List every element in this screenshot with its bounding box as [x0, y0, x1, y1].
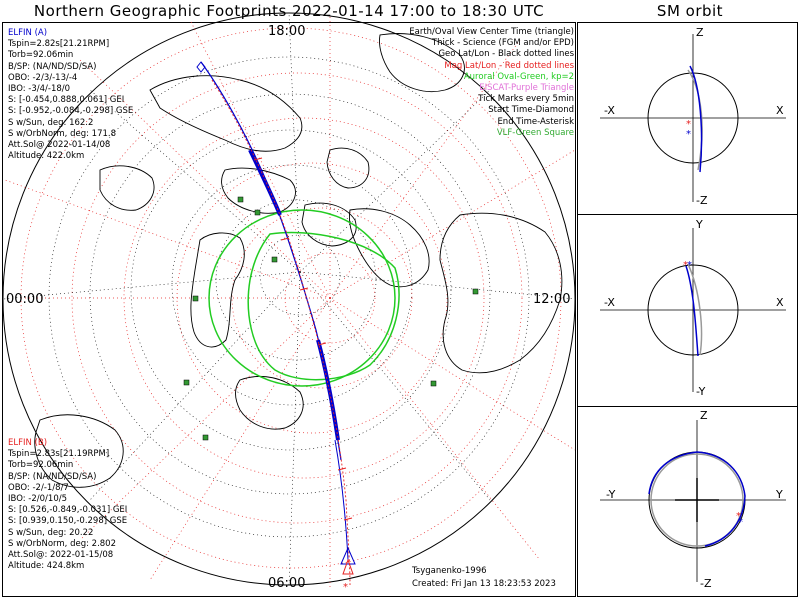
end-time-asterisk: *: [343, 582, 348, 593]
sm-panel-2: * *: [600, 228, 786, 392]
sm1-right-label: X: [776, 104, 784, 117]
svg-text:*: *: [687, 260, 692, 271]
geo-latitude-grid: [48, 56, 530, 538]
sm2-bottom-label: -Y: [696, 385, 706, 398]
model-credit: Tsyganenko-1996: [412, 566, 487, 576]
track-tick-marks: [253, 157, 353, 521]
sm-panel-1: * *: [600, 34, 786, 202]
sm-orbit-a-2: [685, 265, 699, 357]
mlt-label-top: 18:00: [268, 24, 306, 39]
plot-title: Northern Geographic Footprints 2022-01-1…: [33, 2, 545, 20]
polar-map: *: [2, 12, 576, 593]
legend-item: Start Time-Diamond: [488, 105, 574, 116]
svg-text:*: *: [738, 517, 743, 528]
sm-panel-3-frame: [577, 406, 798, 597]
vlf-stations: [183, 196, 479, 441]
sm3-right-label: Y: [776, 488, 783, 501]
mlt-label-left: 00:00: [6, 292, 44, 307]
sm1-top-label: Z: [696, 26, 704, 39]
auroral-oval-outer: [208, 209, 396, 387]
legend-item: Tick Marks every 5min: [478, 94, 574, 105]
svg-text:*: *: [683, 260, 688, 271]
elfin-a-track: [200, 61, 342, 461]
mlt-label-bottom: 06:00: [268, 576, 306, 591]
mag-latitude-grid: [20, 27, 562, 569]
mlt-label-right: 12:00: [533, 292, 571, 307]
sm3-top-label: Z: [700, 409, 708, 422]
legend-item: Mag Lat/Lon - Red dotted lines: [444, 60, 574, 71]
legend-item: EISCAT-Purple Triangle: [479, 83, 574, 94]
coastlines: [34, 33, 563, 488]
elfin-b-name: ELFIN (B): [8, 438, 48, 448]
sm-orbit-a-1: [689, 65, 703, 173]
sm-orbit-b-2: [687, 263, 703, 356]
sm2-left-label: -X: [604, 296, 615, 309]
elfin-a-science-segment: [248, 149, 340, 441]
elfin-b-info: ELFIN (B) Tspin=2.83s[21.19RPM] Torb=92.…: [8, 438, 128, 572]
sm-panel-2-frame: [577, 214, 798, 407]
elfin-a-info: ELFIN (A) Tspin=2.82s[21.21RPM] Torb=92.…: [8, 28, 134, 162]
sm-orbit-title: SM orbit: [656, 2, 724, 20]
mag-longitude-grid: [4, 14, 576, 590]
elfin-a-name: ELFIN (A): [8, 28, 48, 38]
sm2-right-label: X: [776, 296, 784, 309]
sm1-left-label: -X: [604, 104, 615, 117]
view-center-triangle: [340, 546, 356, 565]
elfin-b-track: [211, 79, 351, 586]
sm1-bottom-label: -Z: [696, 194, 708, 207]
legend-item: Geo Lat/Lon - Black dotted lines: [438, 49, 574, 60]
start-time-diamond: [196, 61, 206, 73]
main-map-frame: [2, 22, 576, 597]
legend-item: Thick - Science (FGM and/or EPD): [431, 38, 574, 49]
sm-orbit-a-3: [648, 451, 746, 547]
sm-panel-3: * *: [600, 420, 786, 582]
sm2-top-label: Y: [696, 218, 703, 231]
svg-text:*: *: [736, 511, 741, 522]
sm3-left-label: -Y: [606, 488, 616, 501]
legend-item: End Time-Asterisk: [497, 116, 574, 127]
legend-item: VLF-Green Square: [496, 127, 574, 138]
svg-text:*: *: [686, 129, 691, 140]
sm3-bottom-label: -Z: [700, 577, 712, 590]
legend: Earth/Oval View Center Time (triangle) T…: [409, 27, 574, 139]
view-center-triangle-b: [342, 558, 354, 575]
legend-item: Earth/Oval View Center Time (triangle): [409, 27, 574, 37]
created-timestamp: Created: Fri Jan 13 18:23:53 2023: [412, 579, 556, 589]
svg-text:*: *: [686, 119, 691, 130]
sm-orbit-b-3: [650, 453, 744, 547]
elfin-b-track-tail: [334, 439, 349, 561]
auroral-oval-inner: [247, 231, 400, 381]
legend-item: Auroral Oval-Green, kp=2: [463, 71, 574, 82]
geo-longitude-grid: [2, 12, 576, 586]
